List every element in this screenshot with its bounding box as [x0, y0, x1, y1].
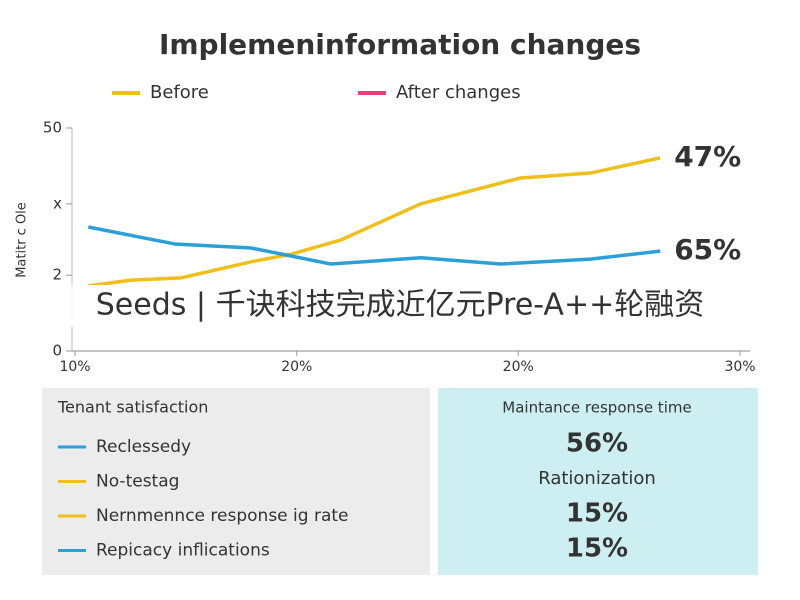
right-panel — [438, 388, 758, 575]
panel-item: Nernmennce response ig rate — [96, 506, 349, 526]
y-tick-label: x — [53, 194, 62, 212]
y-tick-label: 0 — [52, 342, 62, 360]
line — [88, 156, 661, 288]
x-tick-label: 20% — [281, 359, 312, 375]
caption: Seeds | 千诀科技完成近亿元Pre-A++轮融资 — [96, 288, 704, 323]
x-tick-label: 10% — [59, 359, 90, 375]
y-tick-label: 50 — [43, 119, 62, 137]
y-tick-label: 2 — [52, 266, 62, 284]
annotation: 47% — [674, 140, 741, 173]
panel-value: 56% — [566, 429, 628, 459]
legend-label: After changes — [396, 82, 521, 103]
panel-value: 15% — [566, 534, 628, 564]
panel-item: Reclessedy — [96, 437, 191, 457]
left-panel — [42, 388, 430, 575]
panel-item: No-testag — [96, 472, 179, 492]
panel-item: Repicacy inflications — [96, 541, 270, 561]
panel-title: Tenant satisfaction — [57, 398, 208, 417]
panel-value: Rationization — [538, 468, 656, 489]
line — [87, 225, 661, 266]
caption-band — [0, 285, 800, 327]
legend-label: Before — [150, 82, 209, 103]
annotation: 65% — [674, 233, 741, 266]
panel-value: 15% — [566, 499, 628, 529]
panel-title: Maintance response time — [502, 399, 691, 417]
x-tick-label: 20% — [503, 359, 534, 375]
chart-title: Implemeninformation changes — [159, 28, 641, 61]
x-tick-label: 30% — [724, 359, 755, 375]
y-axis-label: Matitr c Ole — [15, 202, 30, 278]
